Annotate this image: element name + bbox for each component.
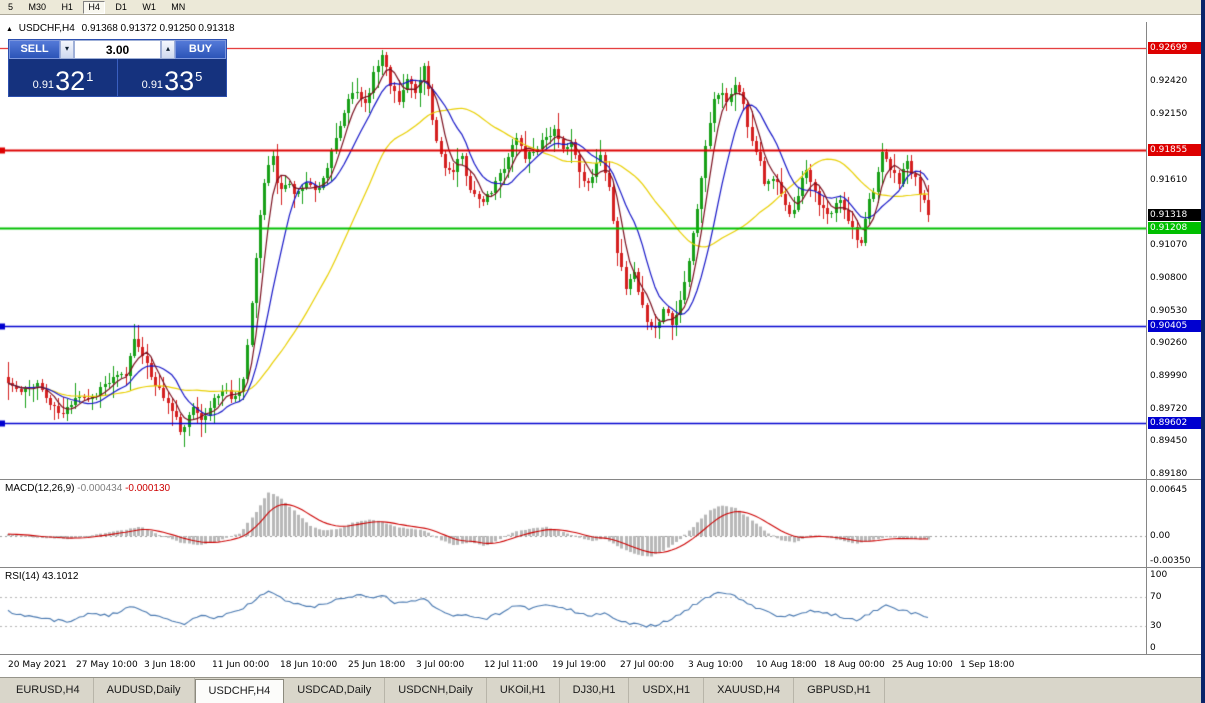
price-axis-tick: 0.90800 — [1150, 272, 1188, 283]
time-axis-label: 25 Jun 18:00 — [348, 660, 406, 670]
timeframe-toolbar: 5 M30 H1 H4 D1 W1 MN — [0, 0, 1205, 15]
time-axis[interactable]: 20 May 2021 27 May 10:00 3 Jun 18:00 11 Jun… — [0, 654, 1205, 677]
rsi-name: RSI(14) — [5, 571, 40, 582]
price-level-label: 0.92699 — [1148, 41, 1202, 54]
price-level-label: 0.91855 — [1148, 143, 1202, 156]
axis-separator-line — [1146, 22, 1147, 654]
chart-tab-usdchf-h4[interactable]: USDCHF,H4 — [194, 679, 285, 703]
time-axis-label: 18 Aug 00:00 — [824, 660, 885, 670]
price-axis-tick: 0.89990 — [1150, 370, 1188, 381]
macd-signal-value: -0.000130 — [125, 483, 171, 494]
price-axis-tick: 0.90530 — [1150, 305, 1188, 316]
price-chart-canvas[interactable] — [0, 22, 1146, 479]
pane-divider-macd[interactable] — [0, 479, 1205, 480]
oneclick-toggle-icon[interactable]: ▲ — [6, 26, 13, 33]
timeframe-button-w1[interactable]: W1 — [142, 2, 156, 12]
time-axis-label: 25 Aug 10:00 — [892, 660, 953, 670]
rsi-axis-tick: 0 — [1150, 643, 1156, 653]
chart-tab-dj30-h1[interactable]: DJ30,H1 — [560, 678, 630, 703]
buy-button[interactable]: BUY — [175, 40, 226, 59]
price-axis[interactable]: 0.92420 0.92150 0.91610 0.91070 0.90800 0.905… — [1148, 22, 1204, 479]
lot-size-input[interactable] — [74, 40, 161, 59]
chart-tab-usdx-h1[interactable]: USDX,H1 — [629, 678, 705, 703]
time-axis-label: 12 Jul 11:00 — [484, 660, 538, 670]
time-axis-label: 19 Jul 19:00 — [552, 660, 606, 670]
time-axis-label: 3 Aug 10:00 — [688, 660, 743, 670]
macd-axis-tick: -0.00350 — [1150, 555, 1191, 566]
chart-tab-bar: EURUSD,H4 AUDUSD,Daily USDCHF,H4 USDCAD,… — [0, 677, 1205, 703]
sell-price[interactable]: 0.91 32 1 — [9, 59, 118, 96]
buy-price-big: 33 — [164, 66, 195, 96]
rsi-indicator-canvas[interactable] — [0, 568, 1146, 654]
time-axis-label: 1 Sep 18:00 — [960, 660, 1015, 670]
one-click-trading-panel: SELL ▾ ▴ BUY 0.91 32 1 0.91 33 5 — [8, 39, 227, 97]
pane-divider-rsi[interactable] — [0, 567, 1205, 568]
trade-panel-controls: SELL ▾ ▴ BUY — [9, 40, 226, 59]
window-border — [1201, 0, 1205, 703]
chart-ohlc-values: 0.91368 0.91372 0.91250 0.91318 — [81, 23, 235, 34]
timeframe-button-d1[interactable]: D1 — [115, 2, 127, 12]
macd-label: MACD(12,26,9) -0.000434 -0.000130 — [5, 483, 170, 494]
chart-tab-eurusd-h4[interactable]: EURUSD,H4 — [3, 678, 94, 703]
timeframe-button-m5[interactable]: 5 — [8, 2, 14, 12]
sell-price-prefix: 0.91 — [32, 79, 55, 91]
price-level-label: 0.91318 — [1148, 208, 1202, 221]
price-level-label: 0.91208 — [1148, 222, 1202, 235]
lot-decrease-button[interactable]: ▾ — [60, 40, 74, 59]
time-axis-label: 3 Jun 18:00 — [144, 660, 196, 670]
price-level-label: 0.90405 — [1148, 319, 1202, 332]
sell-price-pipette: 1 — [86, 69, 94, 84]
time-axis-label: 11 Jun 00:00 — [212, 660, 270, 670]
price-axis-tick: 0.91070 — [1150, 240, 1188, 251]
price-axis-tick: 0.91610 — [1150, 174, 1188, 185]
chart-tab-ukoil-h1[interactable]: UKOil,H1 — [487, 678, 560, 703]
chart-symbol-label: USDCHF,H4 — [18, 23, 75, 34]
macd-axis[interactable]: 0.00645 0.00 -0.00350 — [1148, 480, 1204, 567]
chart-title-bar: ▲ USDCHF,H4 0.91368 0.91372 0.91250 0.91… — [6, 23, 239, 34]
buy-price-prefix: 0.91 — [141, 79, 164, 91]
time-axis-label: 10 Aug 18:00 — [756, 660, 817, 670]
lot-increase-button[interactable]: ▴ — [161, 40, 175, 59]
rsi-axis-tick: 70 — [1150, 591, 1162, 602]
price-axis-tick: 0.89450 — [1150, 436, 1188, 447]
timeframe-button-mn[interactable]: MN — [171, 2, 186, 12]
rsi-axis-tick: 100 — [1150, 570, 1168, 580]
sell-price-big: 32 — [55, 66, 86, 96]
chart-tab-gbpusd-h1[interactable]: GBPUSD,H1 — [794, 678, 885, 703]
macd-axis-tick: 0.00 — [1150, 531, 1171, 541]
macd-indicator-canvas[interactable] — [0, 480, 1146, 567]
price-axis-tick: 0.89180 — [1150, 469, 1188, 480]
timeframe-button-h1[interactable]: H1 — [61, 2, 73, 12]
timeframe-button-m30[interactable]: M30 — [28, 2, 46, 12]
time-axis-label: 18 Jun 10:00 — [280, 660, 338, 670]
price-axis-tick: 0.92150 — [1150, 109, 1188, 120]
price-axis-tick: 0.89720 — [1150, 403, 1188, 414]
time-axis-label: 27 May 10:00 — [76, 660, 138, 670]
macd-name: MACD(12,26,9) — [5, 483, 75, 494]
price-axis-tick: 0.90260 — [1150, 338, 1188, 349]
rsi-axis-tick: 30 — [1150, 621, 1162, 632]
macd-axis-tick: 0.00645 — [1150, 485, 1188, 495]
chart-tab-usdcnh-daily[interactable]: USDCNH,Daily — [385, 678, 487, 703]
price-level-label: 0.89602 — [1148, 416, 1202, 429]
buy-price[interactable]: 0.91 33 5 — [118, 59, 226, 96]
sell-button[interactable]: SELL — [9, 40, 60, 59]
rsi-value: 43.1012 — [42, 571, 79, 582]
rsi-axis[interactable]: 100 70 30 0 — [1148, 568, 1204, 654]
macd-main-value: -0.000434 — [77, 483, 123, 494]
price-axis-tick: 0.92420 — [1150, 76, 1188, 87]
chart-tab-xauusd-h4[interactable]: XAUUSD,H4 — [704, 678, 795, 703]
trade-panel-prices: 0.91 32 1 0.91 33 5 — [9, 59, 226, 96]
chart-tab-usdcad-daily[interactable]: USDCAD,Daily — [284, 678, 386, 703]
chart-tab-audusd-daily[interactable]: AUDUSD,Daily — [94, 678, 195, 703]
timeframe-button-h4[interactable]: H4 — [83, 1, 105, 14]
time-axis-label: 3 Jul 00:00 — [416, 660, 465, 670]
time-axis-label: 27 Jul 00:00 — [620, 660, 674, 670]
time-axis-label: 20 May 2021 — [8, 660, 67, 670]
rsi-label: RSI(14) 43.1012 — [5, 571, 78, 582]
buy-price-pipette: 5 — [195, 69, 203, 84]
